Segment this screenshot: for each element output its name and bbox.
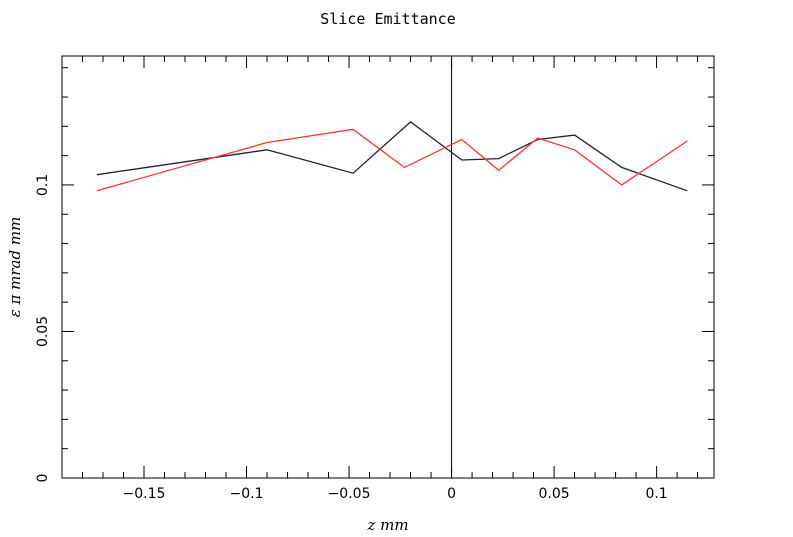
x-axis-label: z mm: [366, 516, 408, 534]
y-tick-label: 0: [35, 474, 51, 483]
chart-title: Slice Emittance: [320, 10, 455, 28]
series-2-line: [96, 128, 688, 192]
x-tick-labels: −0.15 −0.1 −0.05 0 0.05 0.1: [123, 486, 668, 502]
x-tick-label: −0.05: [328, 486, 371, 502]
y-tick-label: 0.05: [35, 316, 51, 347]
x-tick-label: 0: [447, 486, 456, 502]
plot-frame: [61, 55, 715, 479]
x-tick-label: 0.1: [645, 486, 667, 502]
x-tick-label: −0.15: [123, 486, 166, 502]
series-1-line: [96, 121, 688, 192]
y-tick-label: 0.1: [35, 174, 51, 196]
axis-ticks: [61, 56, 714, 479]
y-axis-label: ε π mrad mm: [6, 217, 24, 318]
x-tick-label: −0.1: [230, 486, 264, 502]
series-layer: [96, 121, 688, 192]
y-tick-labels: 0 0.05 0.1: [35, 174, 51, 483]
x-tick-label: 0.05: [538, 486, 569, 502]
